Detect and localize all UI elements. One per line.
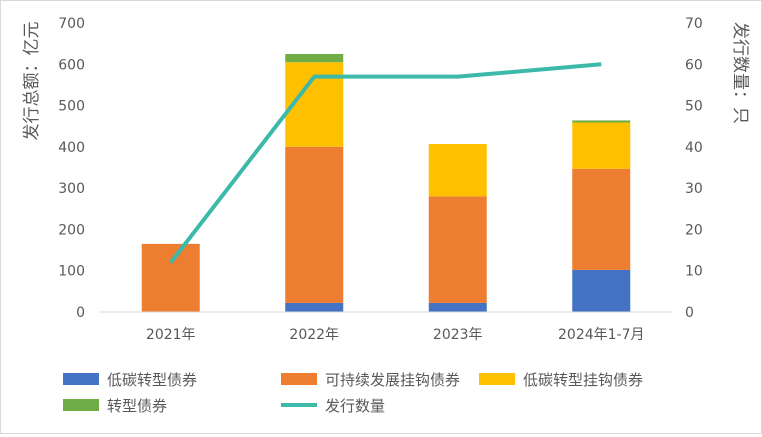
x-tick-label: 2024年1-7月: [558, 327, 645, 343]
left-tick-label: 0: [76, 305, 85, 321]
legend-label: 可持续发展挂钩债券: [325, 371, 460, 389]
right-tick-label: 30: [685, 181, 703, 197]
legend-label: 转型债券: [107, 397, 167, 415]
legend-label: 低碳转型挂钩债券: [523, 371, 643, 389]
right-axis-title: 发行数量：只: [730, 22, 750, 124]
bar-segment: [428, 143, 487, 197]
right-tick-label: 0: [685, 305, 694, 321]
legend-swatch: [63, 399, 99, 411]
x-tick-label: 2021年: [146, 327, 196, 343]
legend-label: 低碳转型债券: [107, 371, 197, 389]
right-tick-label: 50: [685, 99, 703, 115]
left-axis-title: 发行总额：亿元: [22, 22, 42, 141]
left-tick-label: 200: [58, 222, 85, 238]
bar-segment: [428, 196, 487, 303]
legend-swatch: [479, 373, 515, 385]
bar-segment: [572, 168, 631, 270]
x-tick-label: 2023年: [433, 327, 483, 343]
right-tick-label: 10: [685, 264, 703, 280]
left-tick-label: 400: [58, 140, 85, 156]
bar-segment: [572, 122, 631, 169]
bar-segment: [428, 302, 487, 312]
left-tick-label: 500: [58, 99, 85, 115]
bar-segment: [572, 269, 631, 312]
plot-area: [99, 53, 673, 313]
bar-segment: [141, 243, 200, 312]
left-tick-label: 700: [58, 16, 85, 32]
bar-segment: [285, 146, 344, 303]
left-tick-label: 300: [58, 181, 85, 197]
x-tick-label: 2022年: [289, 327, 339, 343]
right-tick-label: 70: [685, 16, 703, 32]
right-tick-label: 20: [685, 222, 703, 238]
right-tick-label: 60: [685, 57, 703, 73]
legend-label: 发行数量: [325, 397, 385, 415]
bar-segment: [572, 120, 631, 123]
left-axis-ticks: 0 100 200 300 400 500 600 700: [58, 16, 85, 321]
right-axis-ticks: 0 10 20 30 40 50 60 70: [685, 16, 703, 321]
left-tick-label: 100: [58, 264, 85, 280]
line-series: [169, 62, 602, 264]
bar-segment: [285, 302, 344, 312]
x-axis-ticks: 2021年 2022年 2023年 2024年1-7月: [146, 327, 645, 343]
bar-segment: [285, 53, 344, 63]
right-tick-label: 40: [685, 140, 703, 156]
legend-swatch: [63, 373, 99, 385]
legend-swatch: [281, 373, 317, 385]
left-tick-label: 600: [58, 57, 85, 73]
